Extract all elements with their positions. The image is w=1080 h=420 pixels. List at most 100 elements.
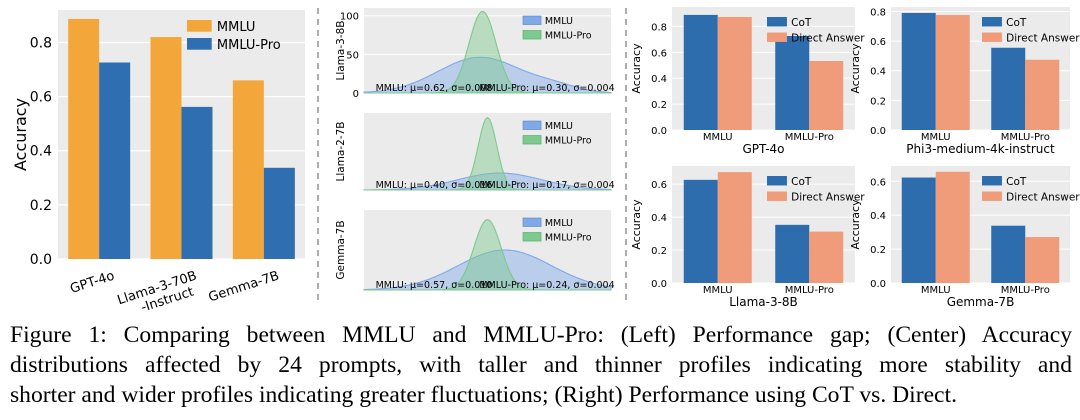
kde-area-mmlupro-2 [364, 219, 611, 291]
left-ytick-label: 0.4 [30, 144, 52, 160]
left-legend-label-0: MMLU [217, 20, 256, 35]
cot-xtick-label: MMLU [703, 285, 733, 296]
kde-area-mmlu-0 [363, 56, 612, 94]
left-xtick-label: GPT-4o [68, 269, 116, 297]
kde-area-mmlupro-0 [364, 10, 611, 94]
kde-legend-1-label-1: MMLU-Pro [545, 136, 592, 147]
cot-bar-direct-1-0 [935, 15, 970, 130]
kde-legend-0-swatch-0 [522, 15, 542, 25]
cot-legend-1-label-0: CoT [1006, 17, 1027, 29]
kde-ylabel-1: Llama-2-7B [335, 121, 347, 181]
kde-ytick-label: 0 [353, 89, 359, 100]
kde-ylabel-2: Gemma-7B [335, 220, 347, 279]
cot-title-1: Phi3-medium-4k-instruct [906, 142, 1055, 156]
kde-ytick-label: 100 [340, 12, 359, 23]
cot-bar-cot-1-1 [991, 47, 1026, 130]
kde-annotation-mmlu-2: MMLU: μ=0.57, σ=0.010 [376, 280, 493, 291]
kde-annotation-mmlupro-1: MMLU-Pro: μ=0.17, σ=0.004 [479, 180, 614, 191]
cot-ytick-label: 0.6 [870, 37, 886, 48]
kde-legend-2-swatch-0 [522, 217, 542, 227]
left-ytick-label: 0.2 [30, 198, 52, 214]
cot-ylabel-0: Accuracy [630, 43, 643, 94]
cot-bar-cot-3-0 [901, 177, 936, 283]
left-bar-mmlu-0 [68, 18, 100, 260]
left-ytick-label: 0.6 [30, 90, 52, 106]
cot-ytick-label: 0.2 [870, 245, 886, 256]
cot-ytick-label: 0.0 [870, 279, 886, 290]
cot-title-2: Llama-3-8B [729, 295, 798, 309]
cot-ytick-label: 0.4 [651, 213, 667, 224]
cot-legend-0-label-0: CoT [791, 17, 812, 29]
cot-ylabel-3: Accuracy [849, 199, 862, 250]
cot-bar-direct-3-0 [935, 171, 970, 283]
kde-legend-1-label-0: MMLU [545, 121, 573, 132]
cot-ytick-label: 0.2 [651, 100, 667, 111]
cot-ylabel-1: Accuracy [849, 43, 862, 94]
kde-annotation-mmlupro-2: MMLU-Pro: μ=0.24, σ=0.004 [479, 280, 614, 291]
cot-legend-2-label-0: CoT [791, 176, 812, 188]
left-legend-label-1: MMLU-Pro [217, 38, 281, 53]
cot-bar-cot-2-0 [683, 179, 718, 283]
cot-ytick-label: 0.6 [870, 177, 886, 188]
cot-bar-cot-2-1 [775, 224, 810, 283]
cot-ytick-label: 0.0 [651, 126, 667, 137]
cot-legend-2-swatch-1 [767, 191, 787, 201]
kde-annotation-mmlupro-0: MMLU-Pro: μ=0.30, σ=0.004 [479, 83, 614, 94]
cot-ytick-label: 0.2 [870, 96, 886, 107]
caption-line-1: Figure 1: Comparing between MMLU and MML… [10, 322, 1072, 348]
kde-panel-bg-1 [364, 113, 611, 190]
cot-bar-direct-0-1 [809, 60, 844, 131]
cot-ytick-label: 0.8 [870, 7, 886, 18]
left-bar-mmlu-2 [232, 80, 264, 259]
cot-legend-2-label-1: Direct Answer [791, 191, 865, 203]
kde-legend-0-swatch-1 [522, 30, 542, 40]
left-xtick-label: Gemma-7B [207, 269, 281, 306]
caption-line-2: distributions affected by 24 prompts, wi… [10, 352, 1072, 378]
cot-legend-0-swatch-0 [767, 17, 787, 27]
kde-legend-2-swatch-1 [522, 232, 542, 242]
cot-bar-cot-1-0 [901, 12, 936, 130]
cot-title-3: Gemma-7B [947, 295, 1015, 309]
cot-xtick-label: MMLU-Pro [785, 285, 834, 296]
cot-legend-3-label-0: CoT [1006, 176, 1027, 188]
cot-legend-3-swatch-0 [982, 176, 1002, 186]
kde-legend-0-label-0: MMLU [545, 16, 573, 27]
cot-legend-3-label-1: Direct Answer [1006, 191, 1080, 203]
left-ytick-label: 0.8 [30, 35, 52, 51]
cot-ytick-label: 0.6 [651, 48, 667, 59]
kde-legend-1-swatch-0 [522, 120, 542, 130]
cot-bar-cot-3-1 [991, 225, 1026, 283]
kde-panel-bg-0 [364, 8, 611, 93]
kde-area-mmlupro-1 [364, 116, 611, 191]
cot-ytick-label: 0.6 [651, 180, 667, 191]
cot-bar-direct-2-0 [717, 172, 752, 283]
left-legend-swatch-1 [187, 38, 212, 50]
cot-xtick-label: MMLU-Pro [785, 132, 834, 143]
cot-xtick-label: MMLU-Pro [1001, 285, 1050, 296]
cot-ytick-label: 0.8 [651, 22, 667, 33]
cot-bar-direct-1-1 [1025, 59, 1060, 131]
cot-ytick-label: 0.2 [651, 246, 667, 257]
cot-bar-direct-0-0 [717, 16, 752, 130]
cot-ylabel-2: Accuracy [630, 199, 643, 250]
cot-xtick-label: MMLU [921, 285, 951, 296]
kde-ytick-label: 50 [346, 50, 359, 61]
cot-bar-direct-2-1 [809, 231, 844, 283]
kde-annotation-mmlu-1: MMLU: μ=0.40, σ=0.016 [376, 180, 493, 191]
cot-bar-direct-3-1 [1025, 237, 1060, 283]
kde-legend-2-label-0: MMLU [545, 218, 573, 229]
kde-ylabel-0: Llama-3-8B [335, 20, 347, 80]
cot-bar-cot-0-0 [683, 14, 718, 130]
caption-line-3: shorter and wider profiles indicating gr… [10, 382, 957, 408]
left-bar-mmlu-pro-2 [263, 167, 295, 259]
kde-panel-bg-2 [364, 210, 611, 290]
cot-legend-3-swatch-1 [982, 191, 1002, 201]
cot-legend-0-swatch-1 [767, 32, 787, 42]
cot-legend-1-swatch-1 [982, 32, 1002, 42]
kde-legend-0-label-1: MMLU-Pro [545, 31, 592, 42]
cot-legend-1-label-1: Direct Answer [1006, 32, 1080, 44]
left-ytick-label: 0.0 [30, 252, 52, 268]
cot-title-0: GPT-4o [742, 142, 784, 156]
cot-xtick-label: MMLU [921, 132, 951, 143]
